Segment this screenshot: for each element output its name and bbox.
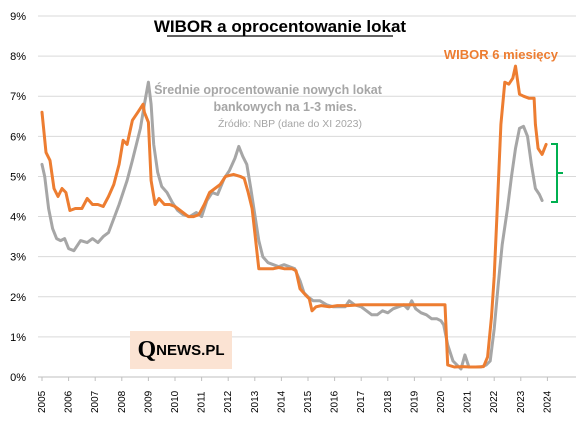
x-tick-label: 2009 [143,390,154,413]
y-tick-label: 3% [10,252,26,264]
y-tick-label: 4% [10,212,26,224]
logo-initial: Q [137,336,157,363]
x-tick-label: 2015 [303,390,314,413]
x-tick-label: 2019 [409,390,420,413]
source-note: Źródło: NBP (dane do XI 2023) [218,117,362,130]
x-tick-label: 2024 [542,390,553,413]
x-tick-label: 2022 [489,390,500,413]
y-tick-label: 9% [10,11,26,23]
logo-text: NEWS.PL [156,341,225,359]
y-tick-label: 6% [10,131,26,143]
x-tick-label: 2011 [197,391,208,413]
y-axis-ticks: 0% 1% 2% 3% 4% 5% 6% 7% 8% 9% [10,11,26,384]
y-tick-label: 8% [10,51,26,63]
x-tick-label: 2014 [276,390,287,413]
deposit-series-label-line2: bankowych na 1-3 mies. [213,100,356,114]
x-tick-label: 2005 [37,390,48,413]
spread-bracket [551,143,563,203]
x-tick-label: 2020 [436,390,447,413]
x-tick-label: 2007 [90,390,101,413]
y-tick-label: 1% [10,332,26,344]
x-tick-label: 2017 [356,390,367,413]
y-tick-label: 2% [10,292,26,304]
x-tick-label: 2013 [250,390,261,413]
chart-title: WIBOR a oprocentowanie lokat [154,17,407,36]
x-tick-label: 2012 [223,390,234,413]
x-tick-label: 2021 [463,390,474,413]
wibor-series-label: WIBOR 6 miesięcy [444,47,559,62]
x-tick-label: 2008 [117,390,128,413]
deposit-series-label-line1: Średnie oprocentowanie nowych lokat [154,82,383,97]
x-tick-label: 2010 [170,390,181,413]
y-tick-label: 5% [10,171,26,183]
x-tick-label: 2018 [383,390,394,413]
x-tick-label: 2016 [330,390,341,413]
wibor-6m-line [40,64,548,369]
series-lines [40,64,548,371]
qnews-logo: Q NEWS.PL [130,331,232,369]
x-tick-label: 2023 [516,390,527,413]
x-axis-ticks: 2005 2006 2007 2008 2009 2010 2011 2012 2013 2014… [37,377,553,413]
x-tick-label: 2006 [64,390,75,413]
y-tick-label: 0% [10,372,26,384]
y-tick-label: 7% [10,91,26,103]
